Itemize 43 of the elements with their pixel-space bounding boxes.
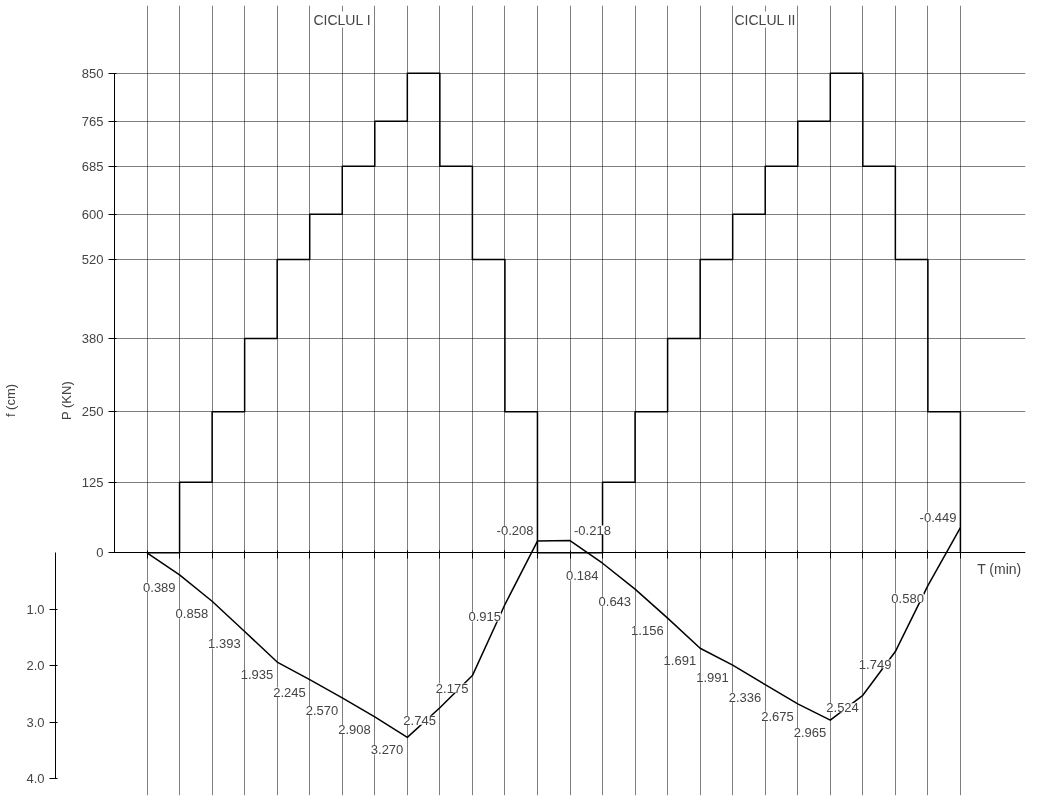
y-tick-label: 520 bbox=[81, 251, 104, 267]
data-label: 0.915 bbox=[468, 609, 501, 625]
y2-tick-label: 4.0 bbox=[26, 771, 45, 787]
data-label: 2.675 bbox=[761, 708, 794, 724]
data-label: 2.745 bbox=[403, 712, 436, 728]
data-label: 0.643 bbox=[598, 594, 632, 610]
data-label: 2.570 bbox=[305, 702, 339, 718]
annotation: CICLUL I bbox=[313, 11, 371, 28]
y-tick-label: 685 bbox=[81, 158, 104, 174]
data-label: 2.908 bbox=[338, 721, 371, 737]
data-label: 1.749 bbox=[858, 656, 892, 672]
data-label: 2.336 bbox=[728, 689, 762, 705]
y-tick-label: 380 bbox=[81, 330, 104, 346]
x-axis-title: T (min) bbox=[977, 560, 1022, 577]
data-label: 1.991 bbox=[696, 670, 729, 686]
data-label: -0.208 bbox=[496, 523, 534, 539]
y-axis-title: P (KN) bbox=[58, 381, 74, 420]
data-label: 2.175 bbox=[435, 680, 469, 696]
y-tick-label: 250 bbox=[81, 404, 104, 420]
data-label: 2.965 bbox=[793, 725, 827, 741]
data-label: 0.580 bbox=[891, 590, 924, 606]
data-label: 1.691 bbox=[663, 653, 697, 669]
annotation: CICLUL II bbox=[734, 11, 796, 28]
y-tick-label: 0 bbox=[96, 545, 104, 561]
y2-tick-label: 1.0 bbox=[26, 601, 45, 617]
data-label: 0.389 bbox=[143, 579, 176, 595]
y-tick-label: 125 bbox=[81, 474, 104, 490]
y2-tick-label: 3.0 bbox=[26, 714, 45, 730]
y-tick-label: 600 bbox=[81, 206, 104, 222]
data-label: 2.245 bbox=[273, 684, 306, 700]
data-label: 2.524 bbox=[826, 700, 859, 716]
data-label: 1.156 bbox=[631, 623, 664, 639]
data-label: 0.858 bbox=[175, 606, 209, 622]
y2-tick-label: 2.0 bbox=[26, 658, 45, 674]
y-tick-label: 765 bbox=[81, 113, 104, 129]
y-tick-label: 850 bbox=[81, 65, 104, 81]
data-label: -0.218 bbox=[574, 522, 611, 538]
data-label: 0.184 bbox=[566, 568, 599, 584]
data-label: 3.270 bbox=[370, 742, 404, 758]
data-label: 1.393 bbox=[208, 636, 241, 652]
data-label: 1.935 bbox=[240, 667, 274, 683]
data-label: -0.449 bbox=[919, 509, 957, 525]
y2-axis-title: f (cm) bbox=[3, 383, 19, 418]
